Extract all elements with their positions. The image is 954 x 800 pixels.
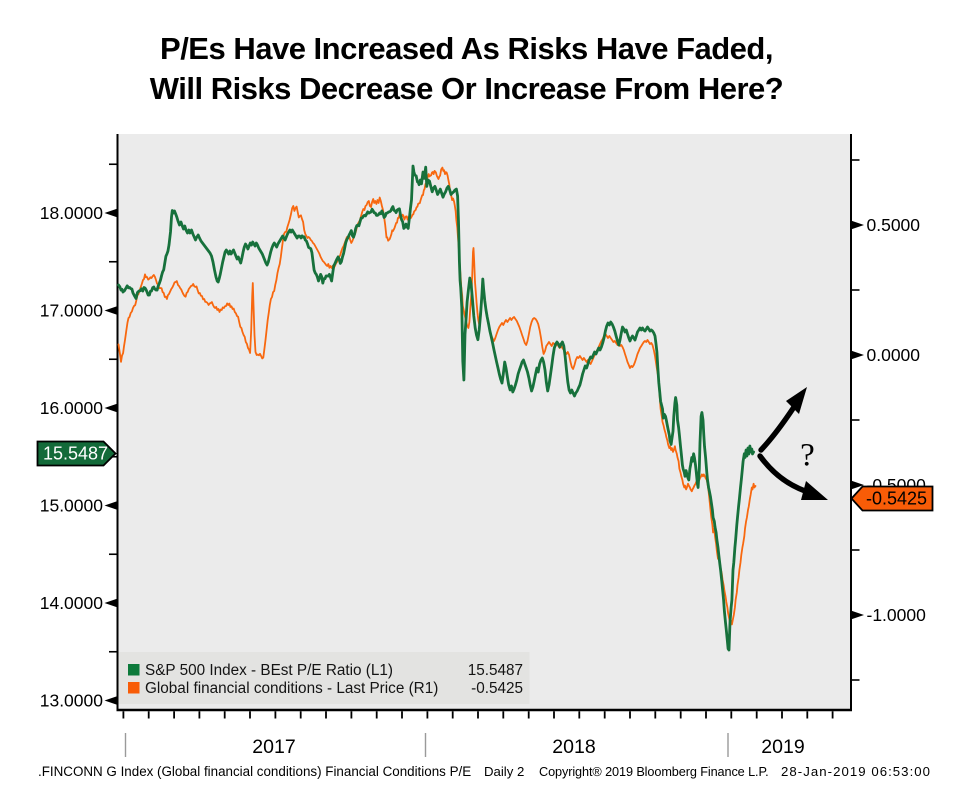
svg-text:0.5000: 0.5000 <box>867 215 921 235</box>
svg-text:-0.5425: -0.5425 <box>471 680 523 697</box>
svg-text:17.0000: 17.0000 <box>40 301 104 321</box>
svg-text:2017: 2017 <box>252 736 295 758</box>
svg-text:0.0000: 0.0000 <box>867 345 921 365</box>
svg-text:2018: 2018 <box>552 736 595 758</box>
svg-text:Copyright® 2019 Bloomberg Fina: Copyright® 2019 Bloomberg Finance L.P. <box>539 765 769 779</box>
svg-text:13.0000: 13.0000 <box>40 691 104 711</box>
svg-text:18.0000: 18.0000 <box>40 203 104 223</box>
svg-text:?: ? <box>800 438 815 474</box>
svg-text:28-Jan-2019 06:53:00: 28-Jan-2019 06:53:00 <box>781 764 931 779</box>
svg-text:-0.5425: -0.5425 <box>866 489 927 509</box>
svg-text:.FINCONN G Index (Global finan: .FINCONN G Index (Global financial condi… <box>38 764 471 779</box>
svg-text:Daily 2: Daily 2 <box>484 764 524 779</box>
svg-text:S&P 500 Index - BEst P/E Ratio: S&P 500 Index - BEst P/E Ratio (L1) <box>145 662 393 679</box>
svg-text:16.0000: 16.0000 <box>40 398 104 418</box>
svg-text:15.5487: 15.5487 <box>43 444 108 464</box>
svg-text:15.0000: 15.0000 <box>40 496 104 516</box>
svg-text:2019: 2019 <box>761 736 804 758</box>
svg-text:-1.0000: -1.0000 <box>867 605 927 625</box>
svg-text:Global financial conditions -: Global financial conditions - Last Price… <box>145 680 438 697</box>
svg-text:14.0000: 14.0000 <box>40 593 104 613</box>
svg-text:15.5487: 15.5487 <box>468 662 523 679</box>
